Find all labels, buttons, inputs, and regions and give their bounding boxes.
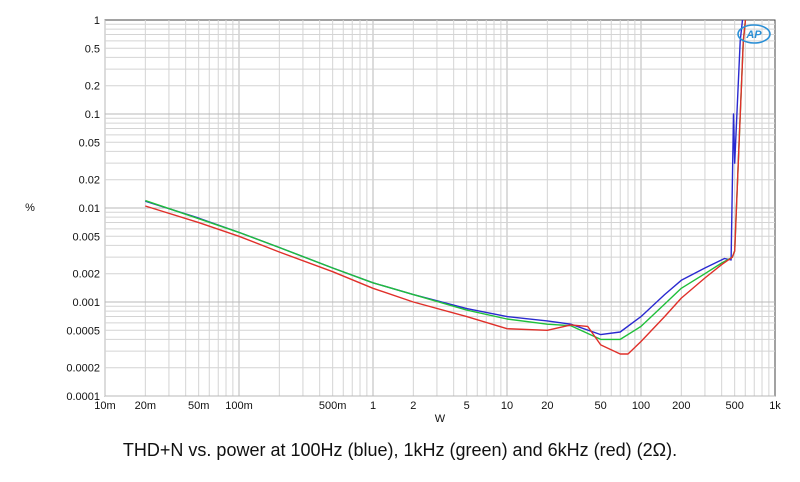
y-tick-label: 1: [94, 15, 100, 27]
x-tick-label: 20: [541, 400, 553, 412]
y-tick-label: 0.05: [79, 137, 100, 149]
x-tick-label: 200: [672, 400, 690, 412]
x-tick-label: 500: [725, 400, 743, 412]
x-tick-label: 20m: [135, 400, 156, 412]
y-tick-label: 0.002: [72, 269, 100, 281]
y-tick-label: 0.005: [72, 231, 100, 243]
x-tick-label: 50: [595, 400, 607, 412]
grid-lines: [104, 20, 775, 397]
y-tick-label: 0.02: [79, 175, 100, 187]
ap-logo-icon: AP: [737, 24, 771, 44]
ap-logo-text: AP: [745, 29, 762, 41]
x-tick-label: 50m: [188, 400, 209, 412]
y-tick-label: 0.1: [85, 109, 100, 121]
x-tick-label: 100: [632, 400, 650, 412]
x-tick-label: 10: [501, 400, 513, 412]
figure-caption: THD+N vs. power at 100Hz (blue), 1kHz (g…: [122, 440, 678, 460]
y-tick-labels: 1 0.5 0.2 0.1 0.05 0.02 0.01 0.005 0.002 0.001 0.0…: [66, 15, 100, 403]
x-tick-label: 5: [464, 400, 470, 412]
y-axis-label: %: [25, 202, 35, 214]
series-layer: [145, 20, 747, 355]
x-tick-label: 1k: [769, 400, 781, 412]
x-tick-label: 500m: [319, 400, 347, 412]
x-tick-label: 2: [410, 400, 416, 412]
x-axis-label: W: [435, 413, 446, 425]
x-tick-label: 1: [370, 400, 376, 412]
x-tick-label: 100m: [225, 400, 253, 412]
y-tick-label: 0.5: [85, 43, 100, 55]
y-tick-label: 0.2: [85, 81, 100, 93]
y-tick-label: 0.01: [79, 203, 100, 215]
y-tick-label: 0.0002: [66, 363, 100, 375]
y-tick-label: 0.0001: [66, 391, 100, 403]
x-tick-labels: 10m 20m 50m 100m 500m 1 2 5 10 20 50 100 200 500 1k: [94, 400, 781, 412]
series-line: [145, 20, 747, 355]
y-tick-label: 0.001: [72, 297, 100, 309]
x-tick-label: 10m: [94, 400, 115, 412]
y-tick-label: 0.0005: [66, 325, 100, 337]
